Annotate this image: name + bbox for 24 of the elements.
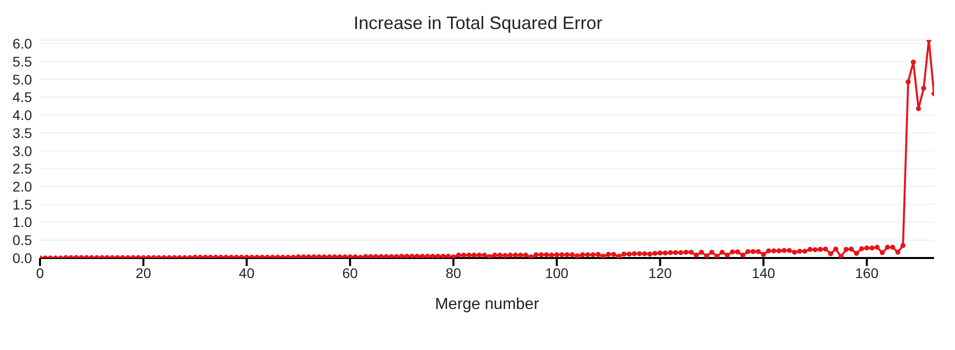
- y-tick-label: 2.0: [12, 178, 32, 194]
- chart-title: Increase in Total Squared Error: [354, 13, 602, 33]
- y-tick-label: 1.5: [12, 196, 32, 212]
- y-tick-label: 3.5: [12, 124, 32, 141]
- x-tick-label: 0: [36, 264, 44, 281]
- x-tick-label: 20: [136, 264, 152, 281]
- y-tick-label: 4.5: [12, 89, 32, 106]
- x-tick-label: 60: [342, 264, 358, 281]
- y-tick-label: 6.0: [12, 36, 32, 52]
- x-axis-title: Merge number: [434, 296, 540, 313]
- x-tick-label: 140: [752, 264, 776, 281]
- y-tick-label: 2.5: [12, 160, 32, 177]
- x-tick-label: 40: [238, 264, 255, 281]
- y-tick-label: 5.0: [12, 71, 32, 88]
- x-tick-label: 160: [855, 264, 879, 281]
- x-tick-label: 100: [545, 264, 569, 281]
- x-tick-label: 80: [446, 264, 462, 281]
- y-tick-label: 0.0: [12, 250, 32, 266]
- y-tick-label: 0.5: [12, 232, 32, 248]
- y-tick-label: 3.0: [12, 142, 32, 159]
- y-tick-label: 4.0: [12, 107, 32, 124]
- y-tick-label: 1.0: [12, 214, 32, 230]
- x-tick-label: 120: [648, 264, 672, 281]
- y-tick-label: 5.5: [12, 53, 32, 70]
